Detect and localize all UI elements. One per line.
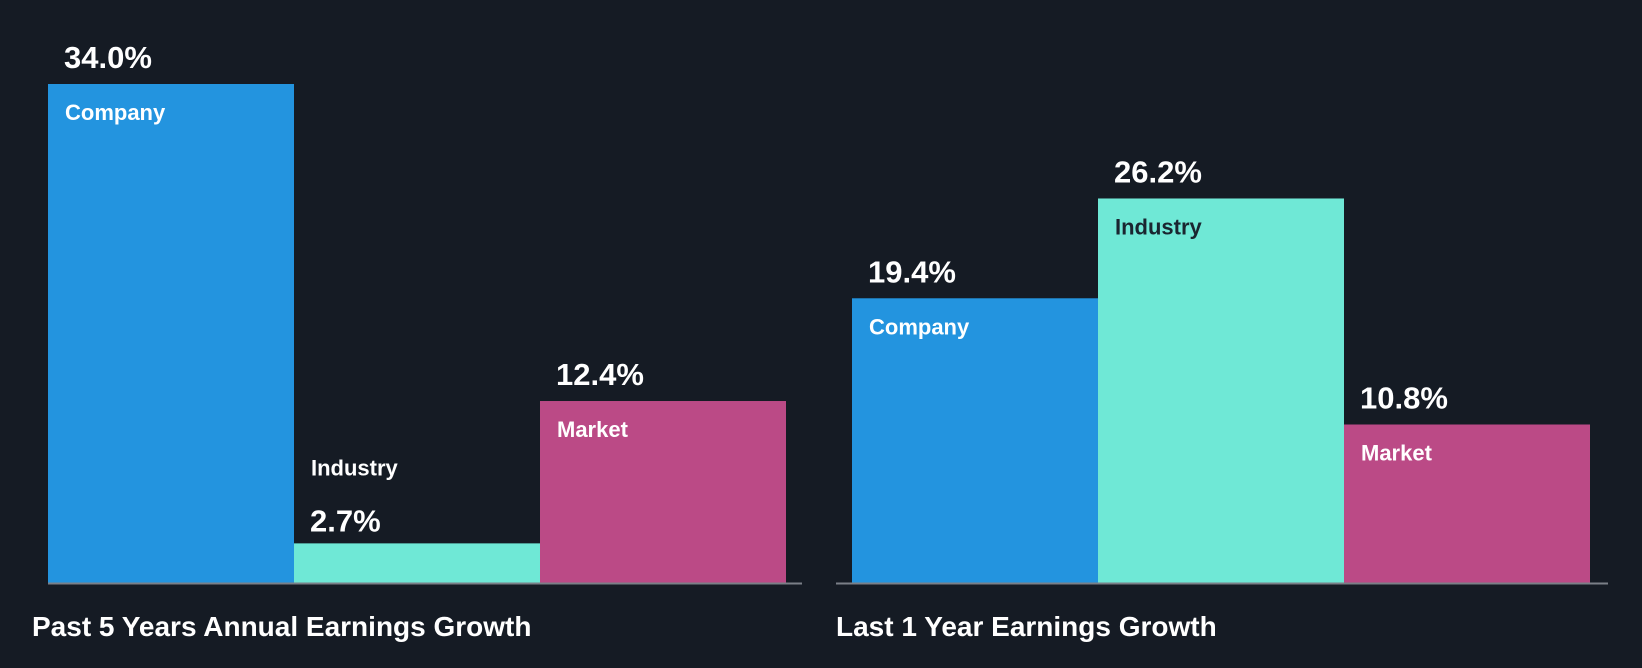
market-category-label: Market	[1361, 440, 1433, 465]
last-1-year-chart: 19.4% Company 26.2% Industry 10.8% Market Last…	[836, 154, 1608, 642]
market-value-label: 10.8%	[1360, 380, 1448, 415]
past-5-years-chart: 34.0% Company 2.7% Industry 12.4% Market Past …	[32, 40, 802, 642]
market-bar	[1344, 424, 1590, 583]
company-category-label: Company	[65, 100, 166, 125]
industry-bar	[294, 543, 540, 583]
industry-bar	[1098, 198, 1344, 583]
chart-title: Past 5 Years Annual Earnings Growth	[32, 611, 532, 642]
industry-value-label: 26.2%	[1114, 154, 1202, 189]
company-bar	[852, 298, 1098, 583]
industry-value-label: 2.7%	[310, 503, 381, 538]
market-category-label: Market	[557, 417, 629, 442]
industry-category-label: Industry	[311, 455, 399, 480]
company-value-label: 19.4%	[868, 254, 956, 289]
company-value-label: 34.0%	[64, 40, 152, 75]
market-bar	[540, 401, 786, 583]
chart-title: Last 1 Year Earnings Growth	[836, 611, 1217, 642]
company-category-label: Company	[869, 314, 970, 339]
market-value-label: 12.4%	[556, 357, 644, 392]
company-bar	[48, 84, 294, 583]
industry-category-label: Industry	[1115, 214, 1203, 239]
